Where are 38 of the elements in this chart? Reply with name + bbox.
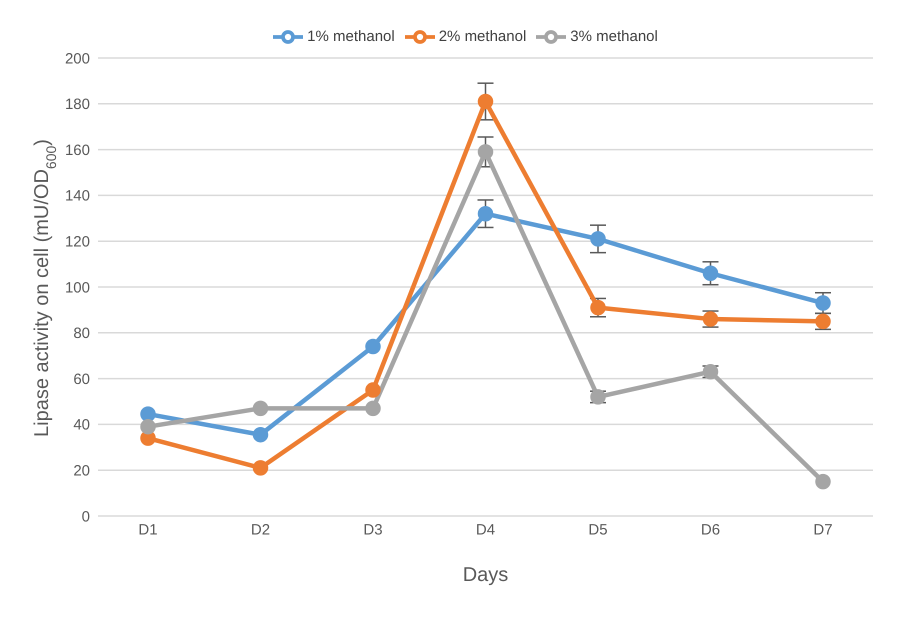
y-tick-label: 40 [73,416,90,434]
y-tick-label: 20 [73,462,90,480]
point [590,231,606,247]
point [140,418,156,434]
x-tick-label: D1 [138,522,158,539]
x-tick-label: D3 [363,522,383,539]
point [252,426,268,442]
point [815,474,831,490]
point [365,338,381,354]
point [365,400,381,416]
point [365,382,381,398]
x-tick-label: D4 [476,522,496,539]
x-axis-title: Days [462,564,508,586]
point [478,206,494,222]
point [252,460,268,476]
y-tick-label: 200 [64,50,90,68]
legend-label: 1% methanol [307,28,395,45]
y-tick-label: 160 [64,142,90,159]
point [252,400,268,416]
x-tick-label: D2 [250,522,270,539]
point [702,266,718,282]
y-tick-label: 120 [64,234,90,251]
x-tick-label: D5 [588,522,608,539]
point [478,144,494,160]
y-tick-label: 60 [73,370,90,388]
y-tick-label: 0 [82,508,90,526]
y-tick-label: 100 [64,279,90,296]
x-tick-label: D7 [813,522,833,539]
point [815,295,831,311]
point [140,430,156,446]
point [478,94,494,110]
y-tick-label: 180 [64,96,90,114]
legend-label: 2% methanol [438,28,526,45]
y-tick-label: 80 [73,325,90,342]
y-tick-label: 140 [64,188,90,205]
x-tick-label: D6 [700,522,720,539]
legend-label: 3% methanol [570,28,658,45]
point [140,406,156,422]
